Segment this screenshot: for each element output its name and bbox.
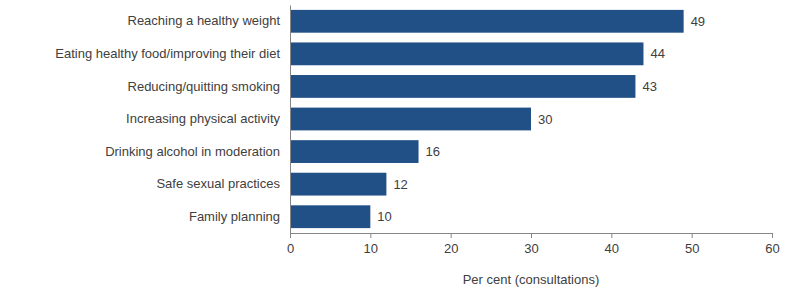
x-tick-mark: [692, 233, 693, 238]
y-tick-label: Reaching a healthy weight: [128, 13, 281, 28]
x-tick-label: 10: [364, 241, 378, 256]
y-tick: Reducing/quitting smoking: [128, 79, 280, 94]
y-tick: Family planning: [189, 209, 280, 224]
x-tick-mark: [370, 233, 371, 238]
bar: [290, 108, 531, 131]
bar: [290, 140, 419, 163]
y-axis: Reaching a healthy weight Eating healthy …: [55, 6, 290, 234]
x-tick-label: 50: [685, 241, 699, 256]
y-tick: Eating healthy food/improving their diet: [55, 46, 280, 61]
x-tick-mark: [290, 233, 291, 238]
x-tick-mark: [451, 233, 452, 238]
y-tick: Drinking alcohol in moderation: [105, 144, 280, 159]
x-tick-label: 30: [524, 241, 538, 256]
y-tick-label: Increasing physical activity: [126, 111, 280, 126]
x-tick: 50: [685, 233, 699, 256]
bar: [290, 75, 635, 98]
bar: [290, 42, 643, 65]
y-tick-label: Eating healthy food/improving their diet: [55, 46, 280, 61]
data-label: 30: [538, 112, 552, 127]
x-tick-mark: [772, 233, 773, 238]
x-tick: 0: [287, 233, 294, 256]
x-tick: 40: [605, 233, 619, 256]
bar: [290, 10, 684, 33]
y-tick-label: Family planning: [189, 209, 280, 224]
x-axis: 0 10 20 30 40 50 60: [287, 233, 780, 256]
x-tick: 30: [524, 233, 538, 256]
bars: [290, 10, 684, 228]
x-tick-label: 20: [444, 241, 458, 256]
y-axis-line: [290, 6, 291, 234]
x-tick: 20: [444, 233, 458, 256]
data-label: 49: [691, 14, 705, 29]
data-label: 44: [650, 46, 664, 61]
data-label: 16: [426, 144, 440, 159]
bar: [290, 205, 370, 228]
x-tick-label: 0: [287, 241, 294, 256]
data-labels: 49 44 43 30 16 12 10: [377, 14, 705, 224]
y-tick-label: Safe sexual practices: [156, 176, 280, 191]
data-label: 12: [393, 177, 407, 192]
y-tick-label: Drinking alcohol in moderation: [105, 144, 280, 159]
x-tick-mark: [531, 233, 532, 238]
y-tick: Reaching a healthy weight: [128, 13, 281, 28]
chart: 49 44 43 30 16 12 10 0 10 20 30 40 50 60 Reaching a he…: [0, 0, 800, 296]
x-tick: 60: [765, 233, 779, 256]
y-tick: Safe sexual practices: [156, 176, 280, 191]
plot: 49 44 43 30 16 12 10 0 10 20 30 40 50 60 Reaching a he…: [55, 6, 779, 257]
y-tick-label: Reducing/quitting smoking: [128, 79, 280, 94]
x-tick-label: 40: [605, 241, 619, 256]
x-tick-label: 60: [765, 241, 779, 256]
data-label: 10: [377, 209, 391, 224]
x-tick-mark: [611, 233, 612, 238]
y-tick: Increasing physical activity: [126, 111, 280, 126]
data-label: 43: [642, 79, 656, 94]
x-axis-title: Per cent (consultations): [463, 272, 600, 287]
x-tick: 10: [364, 233, 378, 256]
bar: [290, 173, 386, 196]
